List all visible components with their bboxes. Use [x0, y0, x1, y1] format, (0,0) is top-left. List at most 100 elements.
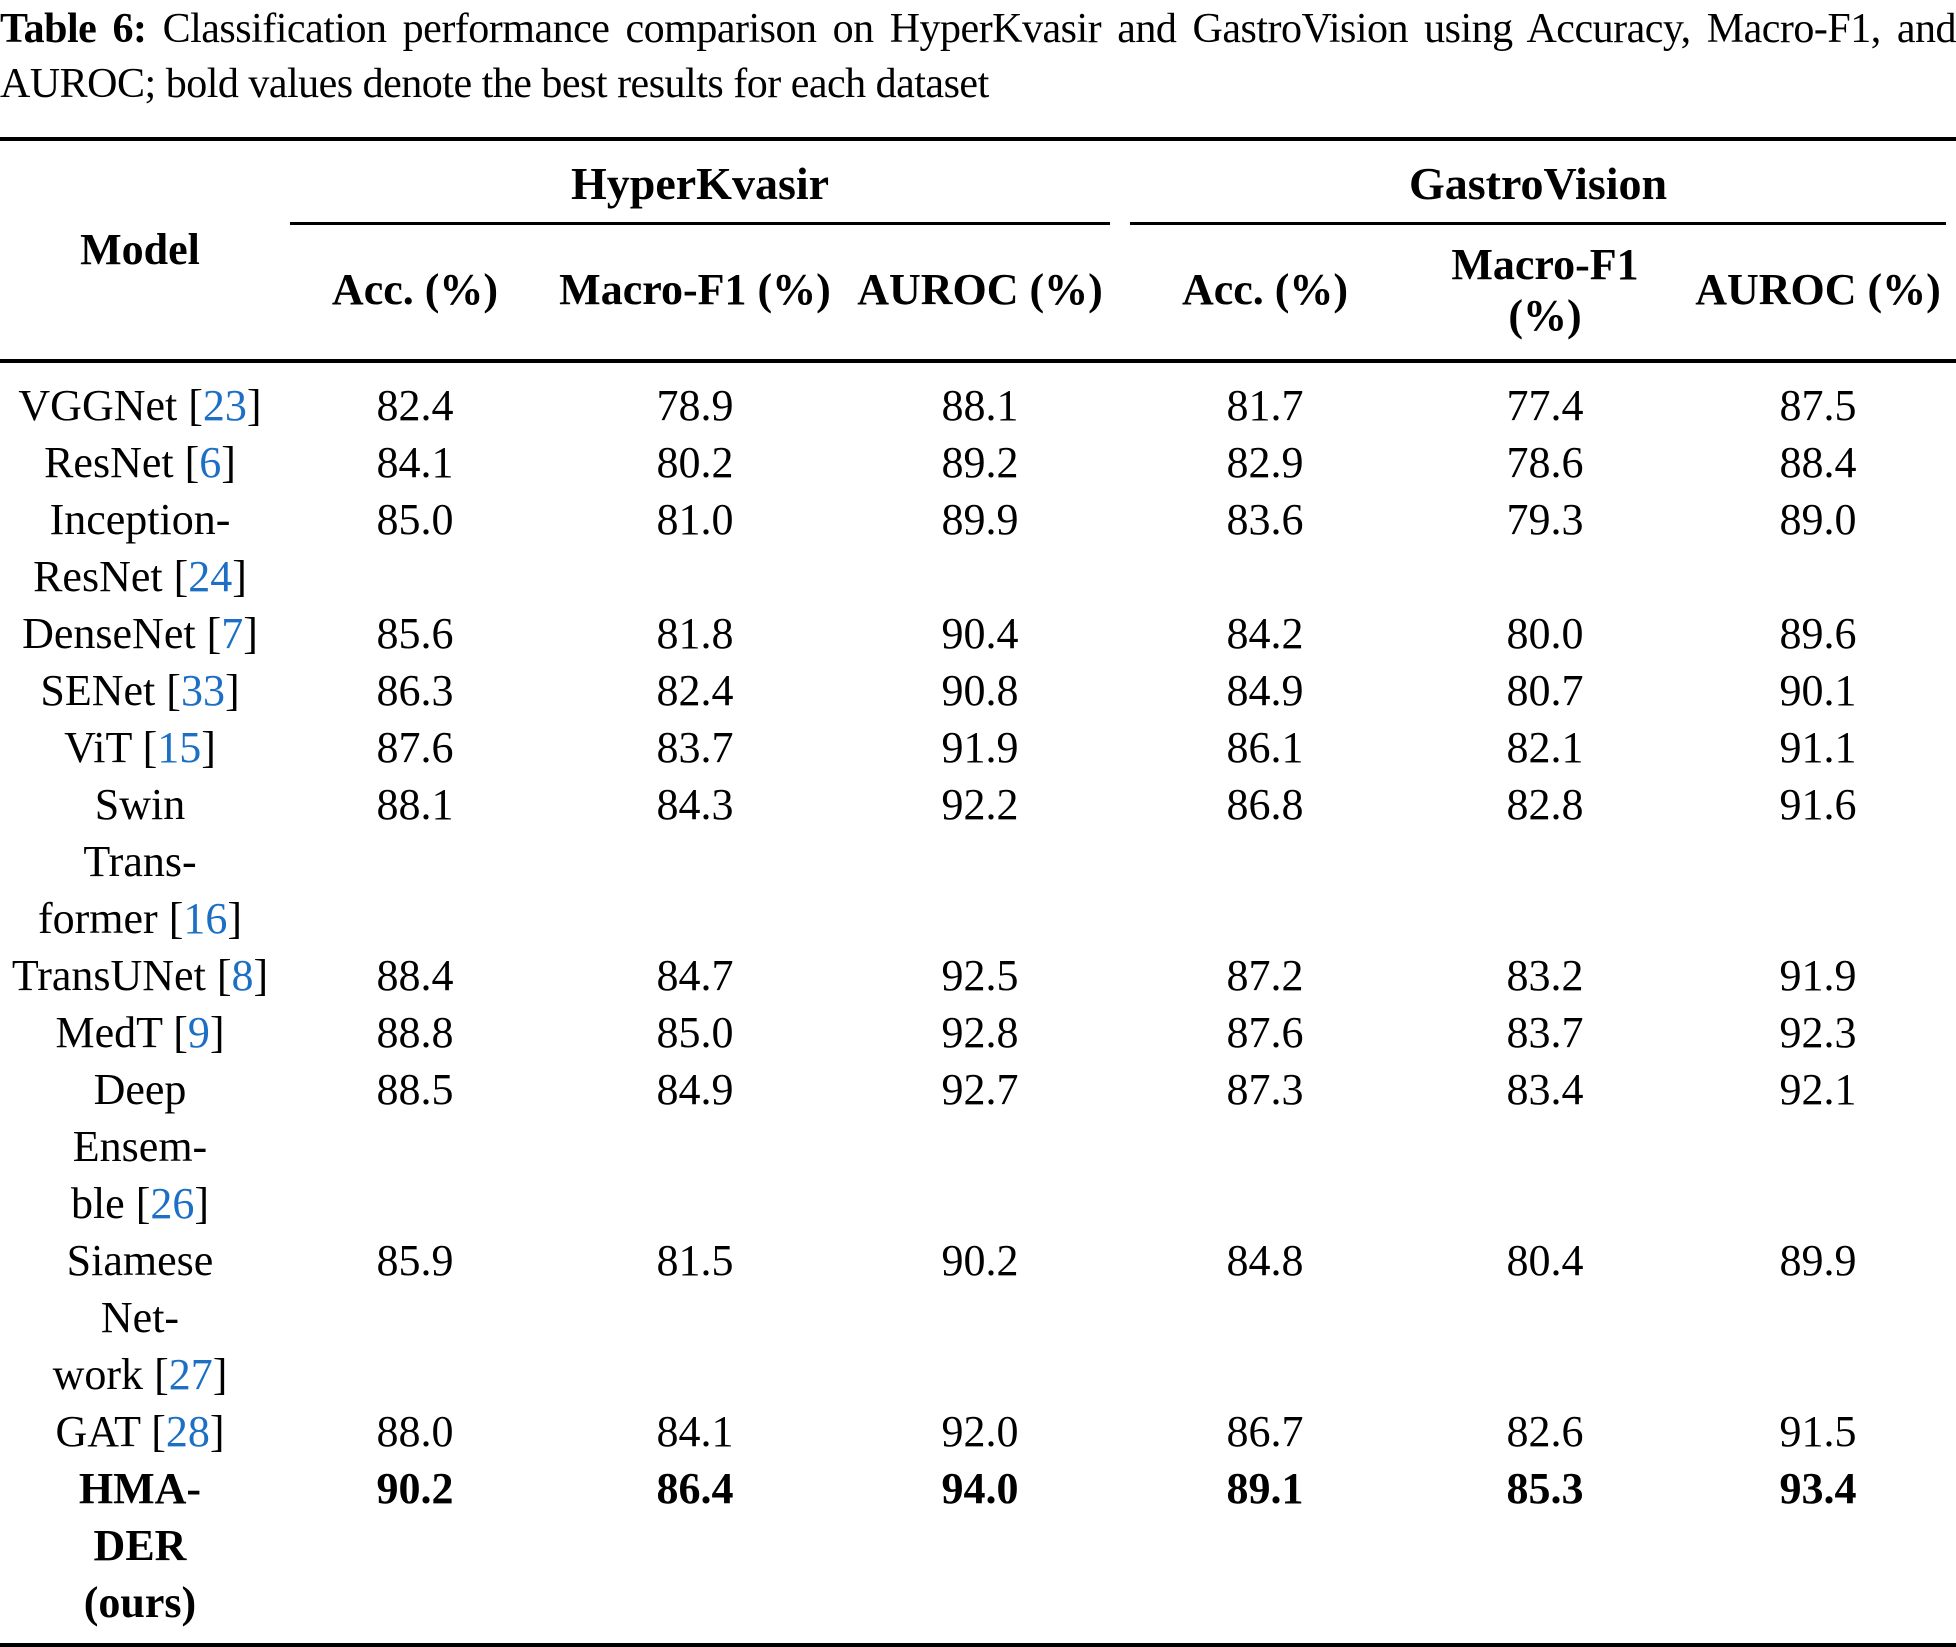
value-cell: 92.8: [941, 1007, 1019, 1057]
value-cell: 92.3: [1779, 1007, 1857, 1057]
model-cell: TransUNet [8]: [0, 947, 280, 1004]
value-cell: 86.3: [376, 665, 454, 715]
value-cell: 91.1: [1779, 722, 1857, 772]
model-line: Inception-: [49, 494, 231, 544]
value-cell: 83.4: [1506, 1064, 1584, 1114]
column-header-hk-macrof1: Macro-F1 (%): [550, 224, 840, 363]
citation-link[interactable]: 27: [168, 1349, 213, 1399]
value-cell: 78.9: [656, 380, 734, 430]
model-line: MedT [9]: [55, 1007, 225, 1057]
citation-link[interactable]: 33: [180, 665, 225, 715]
model-line: Siamese: [66, 1235, 214, 1285]
model-cell: HMA- DER (ours): [0, 1460, 280, 1645]
caption-text: Classification performance comparison on…: [0, 6, 1956, 108]
value-cell: 90.4: [941, 608, 1019, 658]
model-line: Deep: [93, 1064, 187, 1114]
value-cell: 84.1: [376, 437, 454, 487]
model-cell: VGGNet [23]: [0, 361, 280, 434]
model-line: DER: [93, 1520, 187, 1570]
value-cell: 84.1: [656, 1406, 734, 1456]
value-cell: 87.6: [1226, 1007, 1304, 1057]
value-cell: 82.1: [1506, 722, 1584, 772]
value-cell: 88.1: [376, 779, 454, 829]
table-row: VGGNet [23] 82.4 78.9 88.1 81.7 77.4 87.5: [0, 361, 1956, 434]
value-cell: 85.3: [1506, 1463, 1584, 1513]
value-cell: 84.9: [656, 1064, 734, 1114]
table-row: Inception- ResNet [24] 85.0 81.0 89.9 83.6 79.…: [0, 491, 1956, 605]
value-cell: 92.7: [941, 1064, 1019, 1114]
citation-link[interactable]: 28: [165, 1406, 210, 1456]
column-header-gv-acc: Acc. (%): [1120, 224, 1411, 363]
citation-link[interactable]: 23: [202, 380, 247, 430]
value-cell: 86.4: [656, 1463, 734, 1513]
citation-link[interactable]: 6: [199, 437, 222, 487]
model-cell: ResNet [6]: [0, 434, 280, 491]
model-line: DenseNet [7]: [22, 608, 258, 658]
value-cell: 88.0: [376, 1406, 454, 1456]
citation-link[interactable]: 9: [187, 1007, 210, 1057]
citation-link[interactable]: 7: [221, 608, 244, 658]
table-row: MedT [9] 88.8 85.0 92.8 87.6 83.7 92.3: [0, 1004, 1956, 1061]
value-cell: 82.6: [1506, 1406, 1584, 1456]
model-line: ble [26]: [70, 1178, 210, 1228]
value-cell: 84.3: [656, 779, 734, 829]
table-row: GAT [28] 88.0 84.1 92.0 86.7 82.6 91.5: [0, 1403, 1956, 1460]
value-cell: 90.2: [941, 1235, 1019, 1285]
table-row: ResNet [6] 84.1 80.2 89.2 82.9 78.6 88.4: [0, 434, 1956, 491]
group-header-gastrovision: GastroVision: [1120, 139, 1956, 225]
column-header-hk-acc: Acc. (%): [280, 224, 550, 363]
value-cell: 88.4: [376, 950, 454, 1000]
table-row: DenseNet [7] 85.6 81.8 90.4 84.2 80.0 89.6: [0, 605, 1956, 662]
model-cell: Deep Ensem-ble [26]: [0, 1061, 280, 1232]
model-cell: GAT [28]: [0, 1403, 280, 1460]
model-line: Swin: [94, 779, 186, 829]
value-cell: 93.4: [1779, 1463, 1857, 1513]
citation-link[interactable]: 8: [231, 950, 254, 1000]
value-cell: 88.8: [376, 1007, 454, 1057]
citation-link[interactable]: 15: [157, 722, 202, 772]
data-table: Model HyperKvasir GastroVision Acc. (%) …: [0, 136, 1956, 1647]
value-cell: 81.0: [656, 494, 734, 544]
value-cell: 83.2: [1506, 950, 1584, 1000]
table-caption: Table 6: Classification performance comp…: [0, 2, 1956, 113]
group-label-gastrovision: GastroVision: [1130, 157, 1947, 225]
value-cell: 80.2: [656, 437, 734, 487]
citation-link[interactable]: 24: [188, 551, 233, 601]
value-cell: 89.6: [1779, 608, 1857, 658]
value-cell: 90.1: [1779, 665, 1857, 715]
table-row: SENet [33] 86.3 82.4 90.8 84.9 80.7 90.1: [0, 662, 1956, 719]
model-line: (ours): [83, 1577, 197, 1627]
model-cell: Siamese Net-work [27]: [0, 1232, 280, 1403]
value-cell: 82.8: [1506, 779, 1584, 829]
value-cell: 83.7: [1506, 1007, 1584, 1057]
value-cell: 90.2: [376, 1463, 454, 1513]
value-cell: 90.8: [941, 665, 1019, 715]
column-header-gv-auroc: AUROC (%): [1680, 224, 1956, 363]
subheader-row: Acc. (%) Macro-F1 (%) AUROC (%) Acc. (%)…: [0, 224, 1956, 363]
caption-label: Table 6:: [0, 6, 147, 52]
value-cell: 82.4: [376, 380, 454, 430]
table-row: HMA- DER (ours) 90.2 86.4 94.0 89.1 85.3 93.4: [0, 1460, 1956, 1645]
value-cell: 83.7: [656, 722, 734, 772]
value-cell: 92.1: [1779, 1064, 1857, 1114]
value-cell: 82.4: [656, 665, 734, 715]
model-cell: Swin Trans-former [16]: [0, 776, 280, 947]
model-line: ResNet [6]: [44, 437, 236, 487]
value-cell: 94.0: [941, 1463, 1019, 1513]
table-header: Model HyperKvasir GastroVision Acc. (%) …: [0, 138, 1956, 363]
citation-link[interactable]: 26: [150, 1178, 195, 1228]
column-header-gv-macrof1: Macro-F1 (%): [1410, 224, 1681, 363]
value-cell: 91.9: [1779, 950, 1857, 1000]
value-cell: 86.8: [1226, 779, 1304, 829]
value-cell: 91.6: [1779, 779, 1857, 829]
model-cell: Inception- ResNet [24]: [0, 491, 280, 605]
citation-link[interactable]: 16: [183, 893, 228, 943]
value-cell: 81.5: [656, 1235, 734, 1285]
value-cell: 80.4: [1506, 1235, 1584, 1285]
model-line: GAT [28]: [55, 1406, 225, 1456]
value-cell: 85.0: [656, 1007, 734, 1057]
value-cell: 89.2: [941, 437, 1019, 487]
value-cell: 92.2: [941, 779, 1019, 829]
value-cell: 85.9: [376, 1235, 454, 1285]
value-cell: 88.1: [941, 380, 1019, 430]
